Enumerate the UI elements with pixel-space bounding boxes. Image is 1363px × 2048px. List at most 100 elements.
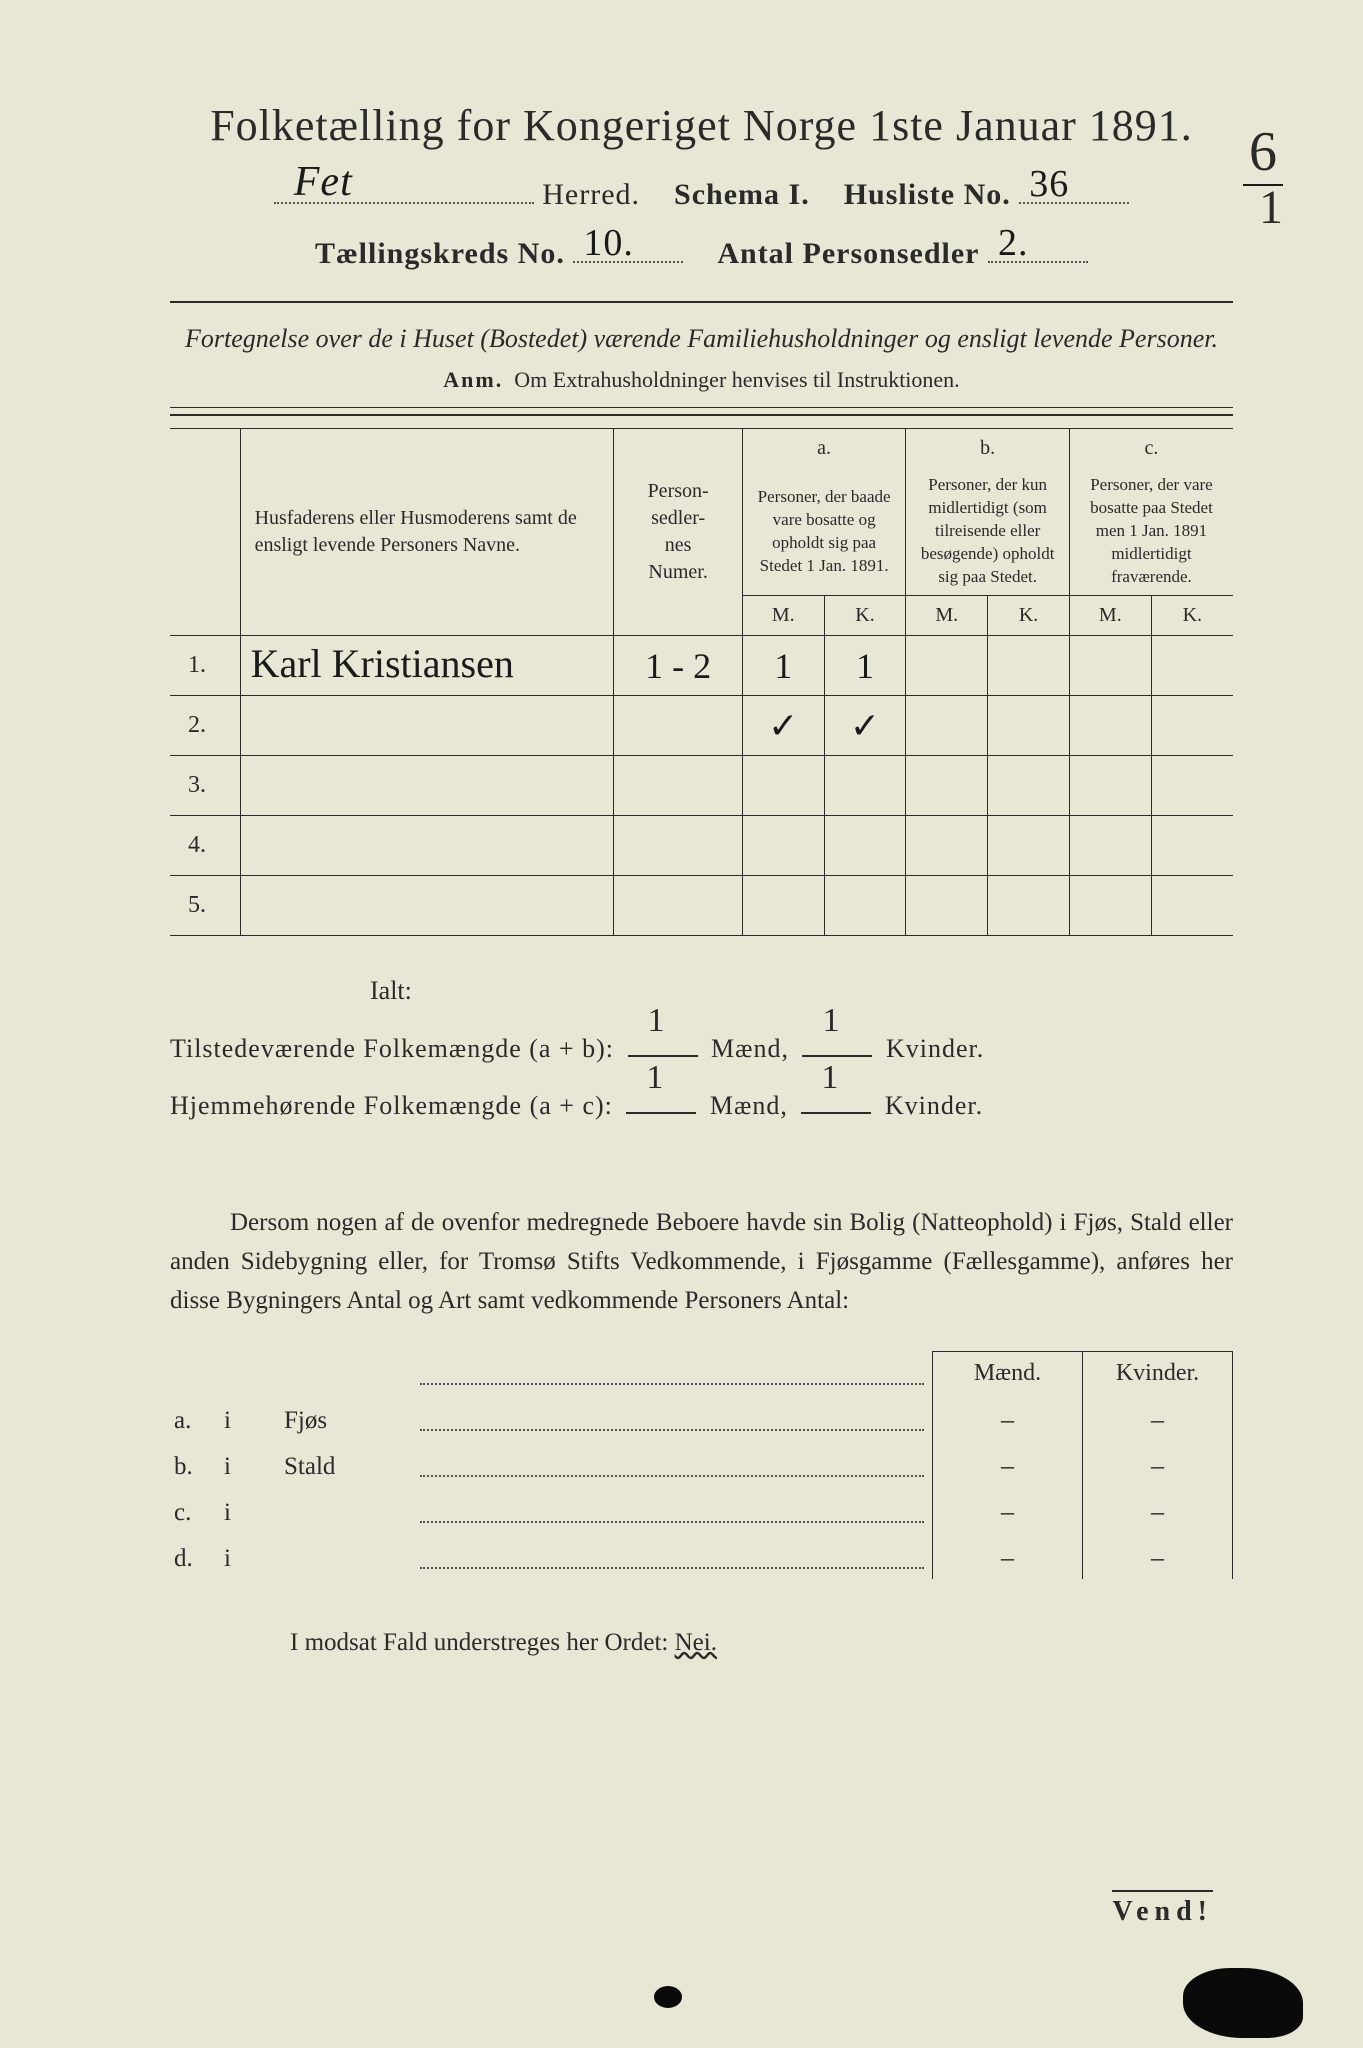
corner-fraction-numerator: 6 [1243,120,1283,186]
row-name-hand: Karl Kristiansen [251,640,514,687]
th-c: Personer, der vare bosatte paa Stedet me… [1069,468,1233,595]
row-ak-hand: ✓ [850,706,880,746]
anm-prefix: Anm. [443,367,503,392]
form-subtitle: Fortegnelse over de i Huset (Bostedet) v… [170,321,1233,357]
herred-label: Herred. [542,178,640,211]
buildings-head-k: Kvinder. [1083,1351,1233,1395]
page-title: Folketælling for Kongeriget Norge 1ste J… [170,100,1233,151]
th-personsedler: Person- sedler- nes Numer. [614,429,742,636]
buildings-m-hand: – [1001,1543,1014,1572]
th-bk: K. [988,596,1070,636]
buildings-row-dots [420,1533,933,1579]
antal-label: Antal Personsedler [717,237,979,270]
row-number: 1. [170,636,240,696]
row-cm [1069,636,1151,696]
nei-prefix: I modsat Fald understreges her Ordet: [290,1629,675,1656]
row-name-cell: Karl Kristiansen [240,636,614,696]
row-name-cell [240,696,614,756]
buildings-row-letter: d. [170,1533,220,1579]
row-cm [1069,816,1151,876]
row-cm [1069,756,1151,816]
kreds-label: Tællingskreds No. [315,237,565,270]
buildings-row-label: Stald [280,1441,420,1487]
buildings-m-hand: – [1001,1451,1014,1480]
row-am-hand: 1 [774,646,792,686]
row-ck [1151,756,1233,816]
buildings-table: Mænd. Kvinder. a. i Fjøs – – b. i Stald … [170,1351,1233,1579]
row-am [742,876,824,936]
antal-handwritten: 2. [998,221,1029,265]
totals-l2-label: Hjemmehørende Folkemængde (a + c): [170,1091,613,1120]
ink-blot-icon [654,1986,682,2008]
row-ck [1151,876,1233,936]
buildings-row-k: – [1083,1533,1233,1579]
ink-blot-icon [1183,1968,1303,2038]
buildings-row-label [280,1487,420,1533]
nei-word: Nei. [675,1629,717,1656]
buildings-row: d. i – – [170,1533,1233,1579]
herred-handwritten: Fet [294,158,353,206]
husliste-label: Husliste No. [844,178,1011,211]
th-blank [170,429,240,636]
row-am [742,756,824,816]
rule-1 [170,301,1233,303]
row-name-cell [240,816,614,876]
th-b: Personer, der kun midlertidigt (som tilr… [906,468,1070,595]
buildings-row-k: – [1083,1487,1233,1533]
row-bm [906,696,988,756]
anm-note: Anm. Om Extrahusholdninger henvises til … [170,367,1233,393]
th-name-text: Husfaderens eller Husmoderens samt de en… [255,507,577,556]
anm-text: Om Extrahusholdninger henvises til Instr… [514,367,959,392]
kreds-handwritten: 10. [583,221,634,265]
th-b-letter: b. [906,429,1070,469]
totals-line-1: Tilstedeværende Folkemængde (a + b): 1 M… [170,1020,1233,1077]
row-ak [824,816,906,876]
header-line-2: Fet Herred. Schema I. Husliste No. 36 [170,171,1233,212]
totals-l2m-field: 1 [626,1087,696,1114]
buildings-k-hand: – [1151,1405,1164,1434]
row-ak [824,876,906,936]
totals-kvinder: Kvinder. [886,1034,984,1063]
row-ak: ✓ [824,696,906,756]
header-line-3: Tællingskreds No. 10. Antal Personsedler… [170,230,1233,271]
totals-l1-label: Tilstedeværende Folkemængde (a + b): [170,1034,614,1063]
row-am: ✓ [742,696,824,756]
row-number: 2. [170,696,240,756]
row-ck [1151,696,1233,756]
buildings-row-i: i [220,1395,280,1441]
row-name-cell [240,876,614,936]
buildings-paragraph-text: Dersom nogen af de ovenfor medregnede Be… [170,1209,1233,1314]
row-number: 4. [170,816,240,876]
rule-3 [170,414,1233,416]
buildings-row-label: Fjøs [280,1395,420,1441]
vend-label: Vend! [1112,1890,1213,1928]
row-bm [906,756,988,816]
buildings-row-k: – [1083,1441,1233,1487]
th-ck: K. [1151,596,1233,636]
antal-field: 2. [988,230,1088,263]
row-bm [906,876,988,936]
buildings-row-k: – [1083,1395,1233,1441]
corner-fraction-denominator: 1 [1259,180,1283,235]
row-bk [988,876,1070,936]
th-am: M. [742,596,824,636]
buildings-row-m: – [933,1487,1083,1533]
table-row: 2. ✓ ✓ [170,696,1233,756]
th-c-letter: c. [1069,429,1233,469]
buildings-m-hand: – [1001,1497,1014,1526]
table-row: 5. [170,876,1233,936]
totals-kvinder: Kvinder. [885,1091,983,1120]
buildings-head-m: Mænd. [933,1351,1083,1395]
th-bm: M. [906,596,988,636]
rule-2 [170,407,1233,408]
row-cm [1069,696,1151,756]
buildings-k-hand: – [1151,1451,1164,1480]
row-num-cell [614,756,742,816]
totals-l2k-field: 1 [801,1087,871,1114]
buildings-row-m: – [933,1441,1083,1487]
row-bm [906,636,988,696]
totals-line-2: Hjemmehørende Folkemængde (a + c): 1 Mæn… [170,1077,1233,1134]
table-row: 3. [170,756,1233,816]
th-num-text: Person- sedler- nes Numer. [648,480,709,583]
row-cm [1069,876,1151,936]
